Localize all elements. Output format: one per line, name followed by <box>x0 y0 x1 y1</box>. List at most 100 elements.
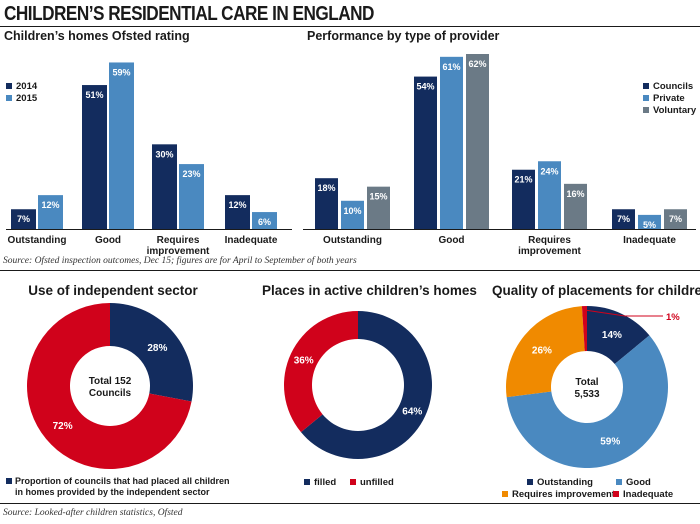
legend-swatch <box>6 83 12 89</box>
bar-value-label: 7% <box>17 214 30 224</box>
bar-councils-2 <box>414 76 437 229</box>
bottom-rule <box>0 503 700 504</box>
category-label: Requires <box>528 235 571 246</box>
slice-value-label: 28% <box>147 343 167 354</box>
legend-swatch <box>6 95 12 101</box>
legend-label: 2015 <box>16 93 38 104</box>
slice-value-label: 72% <box>53 421 73 432</box>
bar-value-label: 23% <box>182 169 200 179</box>
bar-voluntary-2 <box>466 54 489 229</box>
bar-2015-2 <box>109 62 134 229</box>
legend-label: Requires improvement <box>512 489 616 500</box>
bar-private-2 <box>440 56 463 229</box>
title-rule <box>0 26 700 27</box>
page-title: CHILDREN’S RESIDENTIAL CARE IN ENGLAND <box>4 3 374 25</box>
bar-private-1 <box>341 200 364 229</box>
category-label: Good <box>438 235 464 246</box>
legend-label: Councils <box>653 81 693 92</box>
callout-line <box>584 309 663 317</box>
legend-label: unfilled <box>360 477 394 488</box>
legend-label: Proportion of councils that had placed a… <box>15 476 230 486</box>
legend-swatch <box>350 479 356 485</box>
legend-label: Inadequate <box>623 489 673 500</box>
slice-value-label: 26% <box>532 346 552 357</box>
bar-value-label: 6% <box>258 217 271 227</box>
bar-value-label: 16% <box>566 189 584 199</box>
legend-swatch <box>643 95 649 101</box>
bar-2015-1 <box>38 195 63 229</box>
bar-councils-4 <box>612 209 635 229</box>
legend-swatch <box>6 478 12 484</box>
slice-4 <box>581 306 587 352</box>
slice-value-label: 59% <box>600 437 620 448</box>
chart3-title: Use of independent sector <box>28 283 198 298</box>
chart1-title: Children’s homes Ofsted rating <box>4 29 190 43</box>
legend-swatch <box>304 479 310 485</box>
bar-value-label: 18% <box>317 183 335 193</box>
bar-value-label: 10% <box>343 206 361 216</box>
bar-2014-3 <box>152 144 177 229</box>
chart2-title: Performance by type of provider <box>307 29 500 43</box>
bar-value-label: 7% <box>669 214 682 224</box>
legend-label: Outstanding <box>537 477 593 488</box>
category-label: improvement <box>147 246 210 257</box>
section-rule <box>0 270 700 271</box>
slice-2 <box>283 311 358 433</box>
bar-2015-4 <box>252 212 277 229</box>
bar-2014-2 <box>82 85 107 229</box>
bar-2015-3 <box>179 164 204 229</box>
bar-value-label: 59% <box>112 67 130 77</box>
center-label: 5,533 <box>574 389 599 400</box>
slice-2 <box>27 303 192 469</box>
legend-label: in homes provided by the independent sec… <box>15 487 210 497</box>
bar-value-label: 12% <box>41 200 59 210</box>
bar-voluntary-4 <box>664 209 687 229</box>
slice-value-label: 36% <box>294 355 314 366</box>
bar-value-label: 21% <box>514 175 532 185</box>
source-note-top: Source: Ofsted inspection outcomes, Dec … <box>3 256 357 266</box>
slice-value-label: 14% <box>602 330 622 341</box>
category-label: Inadequate <box>623 235 676 246</box>
legend-label: Good <box>626 477 651 488</box>
bar-value-label: 61% <box>442 62 460 72</box>
bar-councils-3 <box>512 169 535 229</box>
legend-label: 2014 <box>16 81 38 92</box>
category-label: improvement <box>518 246 581 257</box>
bar-2014-1 <box>11 209 36 229</box>
slice-3 <box>506 306 585 398</box>
legend-swatch <box>616 479 622 485</box>
bar-value-label: 5% <box>643 220 656 230</box>
slice-1 <box>587 306 650 365</box>
bar-value-label: 54% <box>416 82 434 92</box>
legend-swatch <box>613 491 619 497</box>
legend-label: Private <box>653 93 685 104</box>
bar-value-label: 24% <box>540 166 558 176</box>
bar-value-label: 15% <box>369 192 387 202</box>
callout-label: 1% <box>666 312 680 323</box>
legend-swatch <box>502 491 508 497</box>
category-label: Inadequate <box>225 235 278 246</box>
category-label: Outstanding <box>323 235 382 246</box>
bar-value-label: 62% <box>468 59 486 69</box>
bar-voluntary-3 <box>564 183 587 229</box>
source-note-bottom: Source: Looked-after children statistics… <box>3 508 183 518</box>
bar-private-3 <box>538 161 561 229</box>
bar-voluntary-1 <box>367 186 390 229</box>
bar-value-label: 12% <box>228 200 246 210</box>
bar-private-4 <box>638 214 661 229</box>
chart4-title: Places in active children’s homes <box>262 283 477 298</box>
slice-value-label: 64% <box>402 407 422 418</box>
legend-label: filled <box>314 477 336 488</box>
bar-councils-1 <box>315 178 338 229</box>
legend-swatch <box>527 479 533 485</box>
legend-swatch <box>643 107 649 113</box>
bar-2014-4 <box>225 195 250 229</box>
category-label: Requires <box>157 235 200 246</box>
bar-value-label: 30% <box>155 149 173 159</box>
bar-value-label: 51% <box>85 90 103 100</box>
